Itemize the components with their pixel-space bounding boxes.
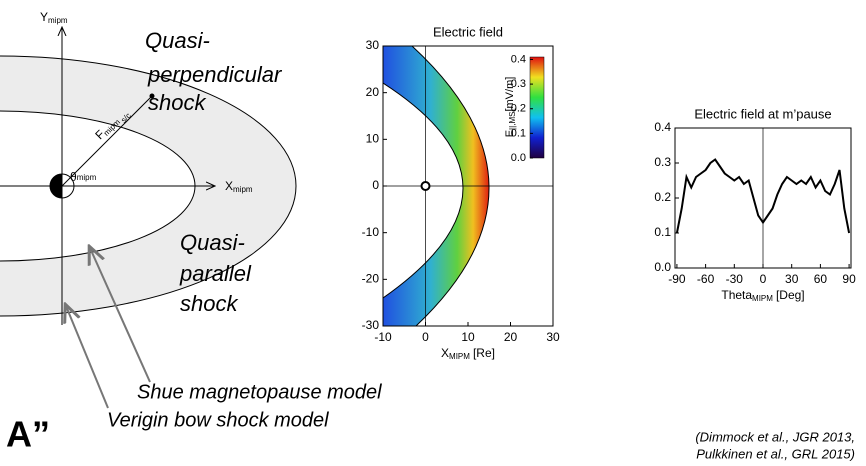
chart-title: Electric field at m’pause	[694, 106, 831, 121]
model-label: Shue magnetopause model	[137, 381, 382, 403]
pointer-arrow	[66, 306, 109, 409]
spacecraft	[149, 93, 155, 99]
x-axis-label-unit: [Re]	[473, 346, 495, 360]
x-tick-label: 0	[760, 272, 767, 286]
colorbar-label-main: E	[504, 130, 516, 137]
x-axis-label-unit: [Deg]	[776, 288, 805, 302]
x-axis-label-sub: MIPM	[449, 352, 470, 361]
y-tick-label: -10	[362, 225, 380, 239]
y-tick-label: 20	[366, 85, 380, 99]
model-label: Verigin bow shock model	[107, 409, 329, 431]
y-axis-label: Ymipm	[40, 10, 68, 25]
x-tick-label: 10	[461, 330, 475, 344]
x-axis-label-main: Theta	[721, 288, 752, 302]
y-tick-label: 0.0	[654, 260, 671, 274]
y-tick-label: -30	[362, 318, 380, 332]
chart-title: Electric field	[433, 24, 503, 39]
pointer-arrow	[90, 248, 151, 383]
colorbar-tick-label: 0.0	[511, 152, 526, 164]
colorbar-label-unit: [mV/m]	[504, 77, 516, 112]
citation: (Dimmock et al., JGR 2013,	[695, 429, 855, 444]
y-tick-label: 0	[372, 178, 379, 192]
x-tick-label: 20	[504, 330, 518, 344]
shock-band	[0, 56, 296, 316]
x-tick-label: 90	[842, 272, 856, 286]
angle-label: θmipm	[70, 170, 97, 184]
citation: Pulkkinen et al., GRL 2015)	[696, 446, 855, 461]
colorbar	[529, 56, 545, 159]
y-tick-label: 0.4	[654, 120, 671, 134]
distance-line	[61, 95, 153, 187]
colorbar-tick-label: 0.3	[511, 78, 526, 90]
diagram: Ymipm Xmipm Fmipms/c θmipm Quasi- perpen…	[0, 10, 382, 455]
x-tick-label: -10	[374, 330, 392, 344]
region-label: shock	[148, 90, 206, 115]
region-label: Quasi-	[145, 28, 210, 53]
data-line	[675, 158, 851, 234]
x-tick-label: -60	[697, 272, 715, 286]
region-label: parallel	[179, 261, 252, 286]
region-label: perpendicular	[147, 62, 283, 87]
planet	[50, 174, 62, 198]
y-tick-label: 0.1	[654, 225, 671, 239]
bow-shock	[0, 55, 297, 317]
colorbar-label: E||,MS[mV/m]	[504, 77, 517, 138]
colorbar-label-sub: ||,MS	[508, 112, 517, 130]
x-tick-label: -90	[668, 272, 686, 286]
x-axis-label: XMIPM [Re]	[441, 346, 495, 361]
x-axis-label-main: X	[441, 346, 449, 360]
x-axis-label: Xmipm	[225, 179, 253, 194]
region-label: Quasi-	[180, 230, 245, 255]
x-axis-label-sub: MIPM	[752, 294, 773, 303]
heatmap-band	[383, 46, 490, 326]
colorbar-tick-label: 0.1	[511, 127, 526, 139]
x-axis-label: ThetaMIPM [Deg]	[721, 288, 804, 303]
x-tick-label: 30	[546, 330, 560, 344]
y-tick-label: 0.2	[654, 190, 671, 204]
planet	[420, 181, 431, 191]
region-label: shock	[180, 291, 238, 316]
x-tick-label: -30	[726, 272, 744, 286]
x-tick-label: 0	[422, 330, 429, 344]
colorbar-tick-label: 0.4	[511, 53, 526, 65]
x-tick-label: 60	[814, 272, 828, 286]
y-tick-label: 10	[366, 132, 380, 146]
y-tick-label: -20	[362, 272, 380, 286]
colorbar-tick-label: 0.2	[511, 103, 526, 115]
logo: A”	[6, 414, 50, 455]
y-tick-label: 0.3	[654, 155, 671, 169]
y-tick-label: 30	[366, 38, 380, 52]
x-tick-label: 30	[785, 272, 799, 286]
